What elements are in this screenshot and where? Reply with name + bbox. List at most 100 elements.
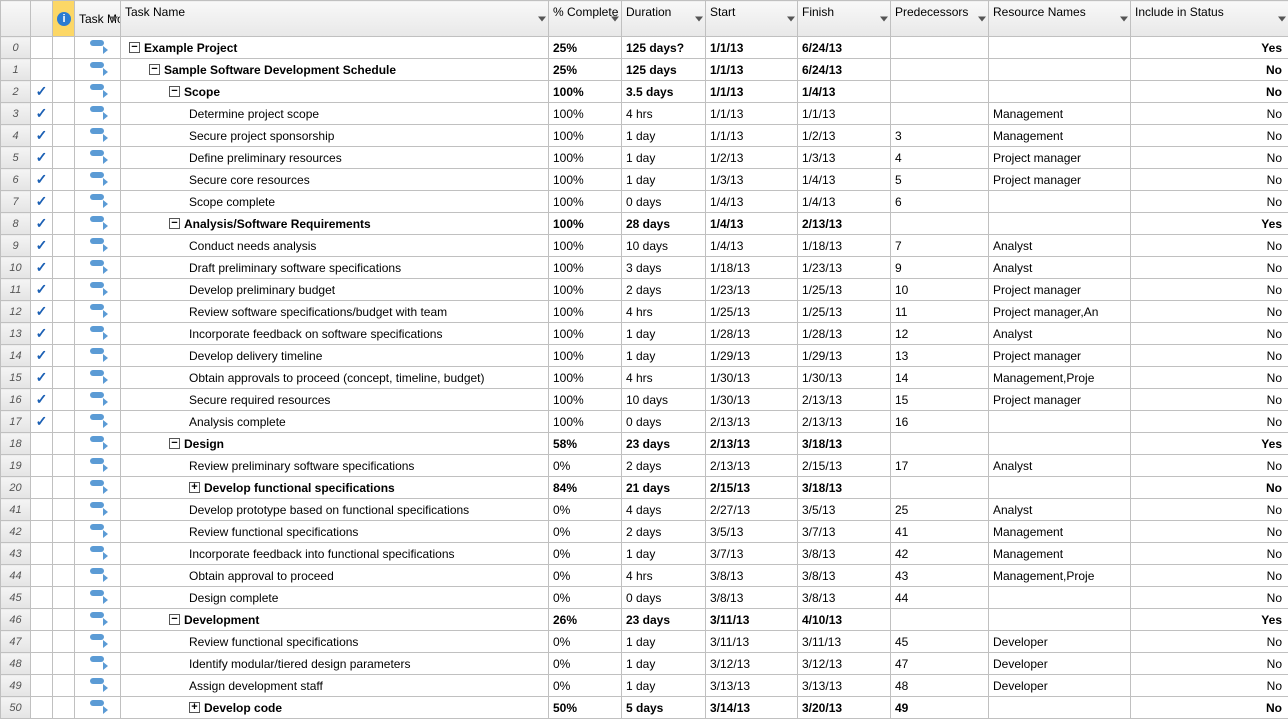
row-number[interactable]: 18 (1, 433, 31, 455)
pct-cell[interactable]: 0% (549, 675, 622, 697)
status-cell[interactable]: No (1131, 455, 1288, 477)
taskmode-cell[interactable] (75, 433, 121, 455)
start-cell[interactable]: 1/4/13 (706, 191, 798, 213)
predecessors-cell[interactable]: 42 (891, 543, 989, 565)
resources-cell[interactable]: Management,Proje (989, 565, 1131, 587)
taskname-cell[interactable]: −Sample Software Development Schedule (121, 59, 549, 81)
taskname-cell[interactable]: Assign development staff (121, 675, 549, 697)
row-number[interactable]: 43 (1, 543, 31, 565)
taskname-cell[interactable]: Review preliminary software specificatio… (121, 455, 549, 477)
resources-cell[interactable] (989, 609, 1131, 631)
resources-cell[interactable]: Project manager (989, 279, 1131, 301)
row-number[interactable]: 50 (1, 697, 31, 719)
pct-cell[interactable]: 50% (549, 697, 622, 719)
start-cell[interactable]: 1/1/13 (706, 59, 798, 81)
pct-cell[interactable]: 0% (549, 653, 622, 675)
start-cell[interactable]: 1/25/13 (706, 301, 798, 323)
pct-cell[interactable]: 100% (549, 257, 622, 279)
pct-cell[interactable]: 100% (549, 191, 622, 213)
taskmode-cell[interactable] (75, 587, 121, 609)
taskname-cell[interactable]: −Analysis/Software Requirements (121, 213, 549, 235)
taskmode-cell[interactable] (75, 631, 121, 653)
status-cell[interactable]: No (1131, 653, 1288, 675)
taskmode-cell[interactable] (75, 147, 121, 169)
predecessors-cell[interactable] (891, 477, 989, 499)
dropdown-icon[interactable] (978, 16, 986, 21)
status-cell[interactable]: No (1131, 631, 1288, 653)
status-cell[interactable]: Yes (1131, 213, 1288, 235)
resources-cell[interactable] (989, 213, 1131, 235)
pct-cell[interactable]: 100% (549, 389, 622, 411)
status-cell[interactable]: Yes (1131, 37, 1288, 59)
finish-cell[interactable]: 1/23/13 (798, 257, 891, 279)
start-cell[interactable]: 1/28/13 (706, 323, 798, 345)
taskmode-cell[interactable] (75, 609, 121, 631)
taskmode-cell[interactable] (75, 81, 121, 103)
taskname-cell[interactable]: Determine project scope (121, 103, 549, 125)
duration-cell[interactable]: 23 days (622, 609, 706, 631)
finish-cell[interactable]: 3/8/13 (798, 565, 891, 587)
duration-cell[interactable]: 4 hrs (622, 301, 706, 323)
finish-cell[interactable]: 4/10/13 (798, 609, 891, 631)
duration-cell[interactable]: 1 day (622, 323, 706, 345)
finish-cell[interactable]: 6/24/13 (798, 59, 891, 81)
predecessors-cell[interactable] (891, 59, 989, 81)
status-cell[interactable]: No (1131, 697, 1288, 719)
table-row[interactable]: 9✓Conduct needs analysis100%10 days1/4/1… (1, 235, 1288, 257)
table-row[interactable]: 16✓Secure required resources100%10 days1… (1, 389, 1288, 411)
table-row[interactable]: 47Review functional specifications0%1 da… (1, 631, 1288, 653)
duration-cell[interactable]: 4 hrs (622, 367, 706, 389)
finish-cell[interactable]: 1/3/13 (798, 147, 891, 169)
duration-cell[interactable]: 125 days (622, 59, 706, 81)
resources-cell[interactable] (989, 477, 1131, 499)
dropdown-icon[interactable] (695, 16, 703, 21)
taskmode-cell[interactable] (75, 59, 121, 81)
taskname-header[interactable]: Task Name (121, 1, 549, 37)
duration-cell[interactable]: 1 day (622, 169, 706, 191)
pct-header[interactable]: % Complete (549, 1, 622, 37)
predecessors-cell[interactable]: 44 (891, 587, 989, 609)
taskname-cell[interactable]: Incorporate feedback into functional spe… (121, 543, 549, 565)
finish-cell[interactable]: 1/29/13 (798, 345, 891, 367)
taskmode-cell[interactable] (75, 257, 121, 279)
status-cell[interactable]: No (1131, 301, 1288, 323)
predecessors-cell[interactable] (891, 103, 989, 125)
finish-cell[interactable]: 1/25/13 (798, 301, 891, 323)
row-number[interactable]: 15 (1, 367, 31, 389)
expand-icon[interactable]: + (189, 702, 200, 713)
finish-cell[interactable]: 1/28/13 (798, 323, 891, 345)
status-cell[interactable]: No (1131, 345, 1288, 367)
finish-cell[interactable]: 3/7/13 (798, 521, 891, 543)
collapse-icon[interactable]: − (169, 218, 180, 229)
pct-cell[interactable]: 0% (549, 587, 622, 609)
resources-cell[interactable]: Analyst (989, 455, 1131, 477)
row-number[interactable]: 17 (1, 411, 31, 433)
row-number[interactable]: 49 (1, 675, 31, 697)
predecessors-cell[interactable]: 48 (891, 675, 989, 697)
status-cell[interactable]: No (1131, 81, 1288, 103)
status-cell[interactable]: No (1131, 125, 1288, 147)
table-row[interactable]: 42Review functional specifications0%2 da… (1, 521, 1288, 543)
dropdown-icon[interactable] (538, 16, 546, 21)
start-cell[interactable]: 3/5/13 (706, 521, 798, 543)
dropdown-icon[interactable] (1278, 16, 1286, 21)
finish-cell[interactable]: 6/24/13 (798, 37, 891, 59)
row-number[interactable]: 20 (1, 477, 31, 499)
duration-cell[interactable]: 1 day (622, 147, 706, 169)
duration-cell[interactable]: 3.5 days (622, 81, 706, 103)
finish-cell[interactable]: 3/5/13 (798, 499, 891, 521)
resources-cell[interactable]: Project manager (989, 345, 1131, 367)
taskmode-cell[interactable] (75, 213, 121, 235)
predecessors-cell[interactable]: 17 (891, 455, 989, 477)
row-number[interactable]: 42 (1, 521, 31, 543)
taskmode-cell[interactable] (75, 521, 121, 543)
predecessors-cell[interactable]: 43 (891, 565, 989, 587)
resources-cell[interactable]: Management (989, 543, 1131, 565)
taskmode-cell[interactable] (75, 367, 121, 389)
taskmode-cell[interactable] (75, 675, 121, 697)
finish-cell[interactable]: 3/13/13 (798, 675, 891, 697)
dropdown-icon[interactable] (1120, 16, 1128, 21)
rownum-header[interactable] (1, 1, 31, 37)
duration-cell[interactable]: 125 days? (622, 37, 706, 59)
predecessors-cell[interactable]: 7 (891, 235, 989, 257)
